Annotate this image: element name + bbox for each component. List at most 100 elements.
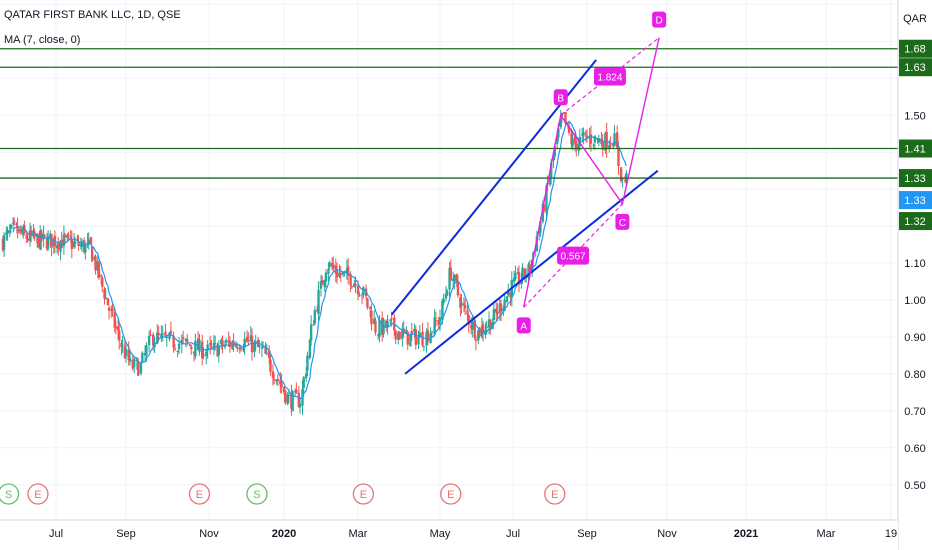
event-label: E — [360, 489, 367, 501]
candle — [2, 231, 6, 257]
candle — [330, 257, 334, 271]
candle — [184, 338, 188, 348]
event-label: S — [253, 489, 260, 501]
split-event-marker[interactable]: S — [246, 483, 268, 505]
split-event-marker[interactable]: S — [0, 483, 20, 505]
candle-body — [184, 338, 188, 341]
candle — [623, 175, 627, 184]
candle — [220, 337, 223, 350]
candle-body — [43, 235, 46, 237]
event-circle — [352, 483, 375, 505]
candle — [127, 341, 130, 366]
candle-body — [437, 320, 440, 325]
candle — [63, 232, 67, 244]
ma-indicator-label[interactable]: MA (7, close, 0) — [4, 34, 81, 46]
pattern-point-label: D — [656, 16, 663, 27]
candle-body — [271, 371, 275, 378]
candle — [394, 330, 397, 345]
candle-body — [238, 347, 241, 350]
candle-body — [145, 345, 148, 356]
earnings-event-marker[interactable]: E — [188, 483, 211, 505]
candle — [376, 333, 380, 340]
candle — [97, 261, 101, 281]
candle-body — [67, 234, 70, 236]
candle-body — [585, 135, 589, 138]
candle — [437, 316, 440, 330]
candle-body — [455, 274, 458, 283]
candle — [6, 226, 9, 241]
y-tick-label: 0.90 — [904, 332, 925, 344]
level-price-badge: 1.68 — [899, 39, 932, 58]
candle-body — [161, 333, 164, 335]
candle-body — [194, 340, 197, 357]
candle-body — [80, 241, 84, 247]
candle-body — [243, 338, 246, 348]
currency-label: QAR — [903, 13, 927, 25]
candle-body — [350, 286, 354, 288]
candle-body — [139, 362, 143, 374]
y-tick-label: 0.70 — [904, 406, 925, 418]
earnings-event-marker[interactable]: E — [544, 483, 566, 505]
candle-body — [453, 275, 456, 282]
earnings-event-marker[interactable]: E — [440, 483, 462, 505]
level-price-badge-text: 1.63 — [904, 62, 925, 74]
candle-body — [368, 306, 372, 309]
candle — [418, 324, 422, 338]
candle-body — [405, 329, 408, 335]
candle — [272, 373, 276, 385]
candle-body — [302, 377, 305, 388]
candle — [147, 330, 151, 353]
candle — [169, 321, 173, 336]
candle-body — [512, 277, 516, 282]
candle — [290, 384, 293, 416]
candle-body — [335, 270, 339, 278]
pattern-point-a: A — [516, 317, 531, 334]
candle-body — [261, 346, 265, 348]
candle — [165, 335, 169, 347]
candle-body — [354, 283, 357, 286]
earnings-event-marker[interactable]: E — [352, 483, 375, 505]
level-price-badge-bg — [899, 169, 932, 188]
event-circle — [246, 483, 268, 505]
pattern-point-b: B — [553, 89, 568, 106]
candle — [295, 382, 298, 394]
candle — [217, 340, 221, 363]
candle — [323, 279, 326, 292]
last-price-badge: 1.33 — [899, 191, 932, 210]
candle-body — [474, 339, 478, 342]
candle-body — [169, 330, 173, 334]
candle — [242, 344, 245, 353]
candle — [200, 334, 204, 366]
candle — [414, 325, 418, 350]
candle — [305, 367, 308, 383]
candle — [366, 297, 369, 310]
candle — [261, 341, 265, 349]
candle-body — [541, 203, 545, 222]
candle-body — [555, 135, 559, 144]
candle-body — [132, 359, 136, 367]
candle — [291, 389, 294, 412]
candle — [132, 356, 136, 373]
event-circle — [188, 483, 211, 505]
candle-body — [279, 380, 282, 385]
candle — [245, 330, 249, 343]
candle-body — [430, 331, 434, 333]
candle — [194, 333, 197, 360]
candle — [77, 235, 80, 251]
candle-body — [398, 331, 401, 340]
candle-body — [499, 303, 503, 313]
y-tick-label: 0.60 — [904, 443, 925, 455]
candle — [128, 351, 132, 366]
candle — [269, 355, 272, 376]
candle-body — [317, 289, 320, 315]
candle-body — [231, 341, 234, 349]
candle — [609, 136, 612, 148]
candle-body — [29, 230, 33, 236]
candle — [462, 297, 466, 313]
earnings-event-marker[interactable]: E — [27, 483, 49, 505]
candle-body — [157, 333, 160, 336]
candle-body — [328, 262, 331, 267]
candle-body — [269, 359, 272, 372]
